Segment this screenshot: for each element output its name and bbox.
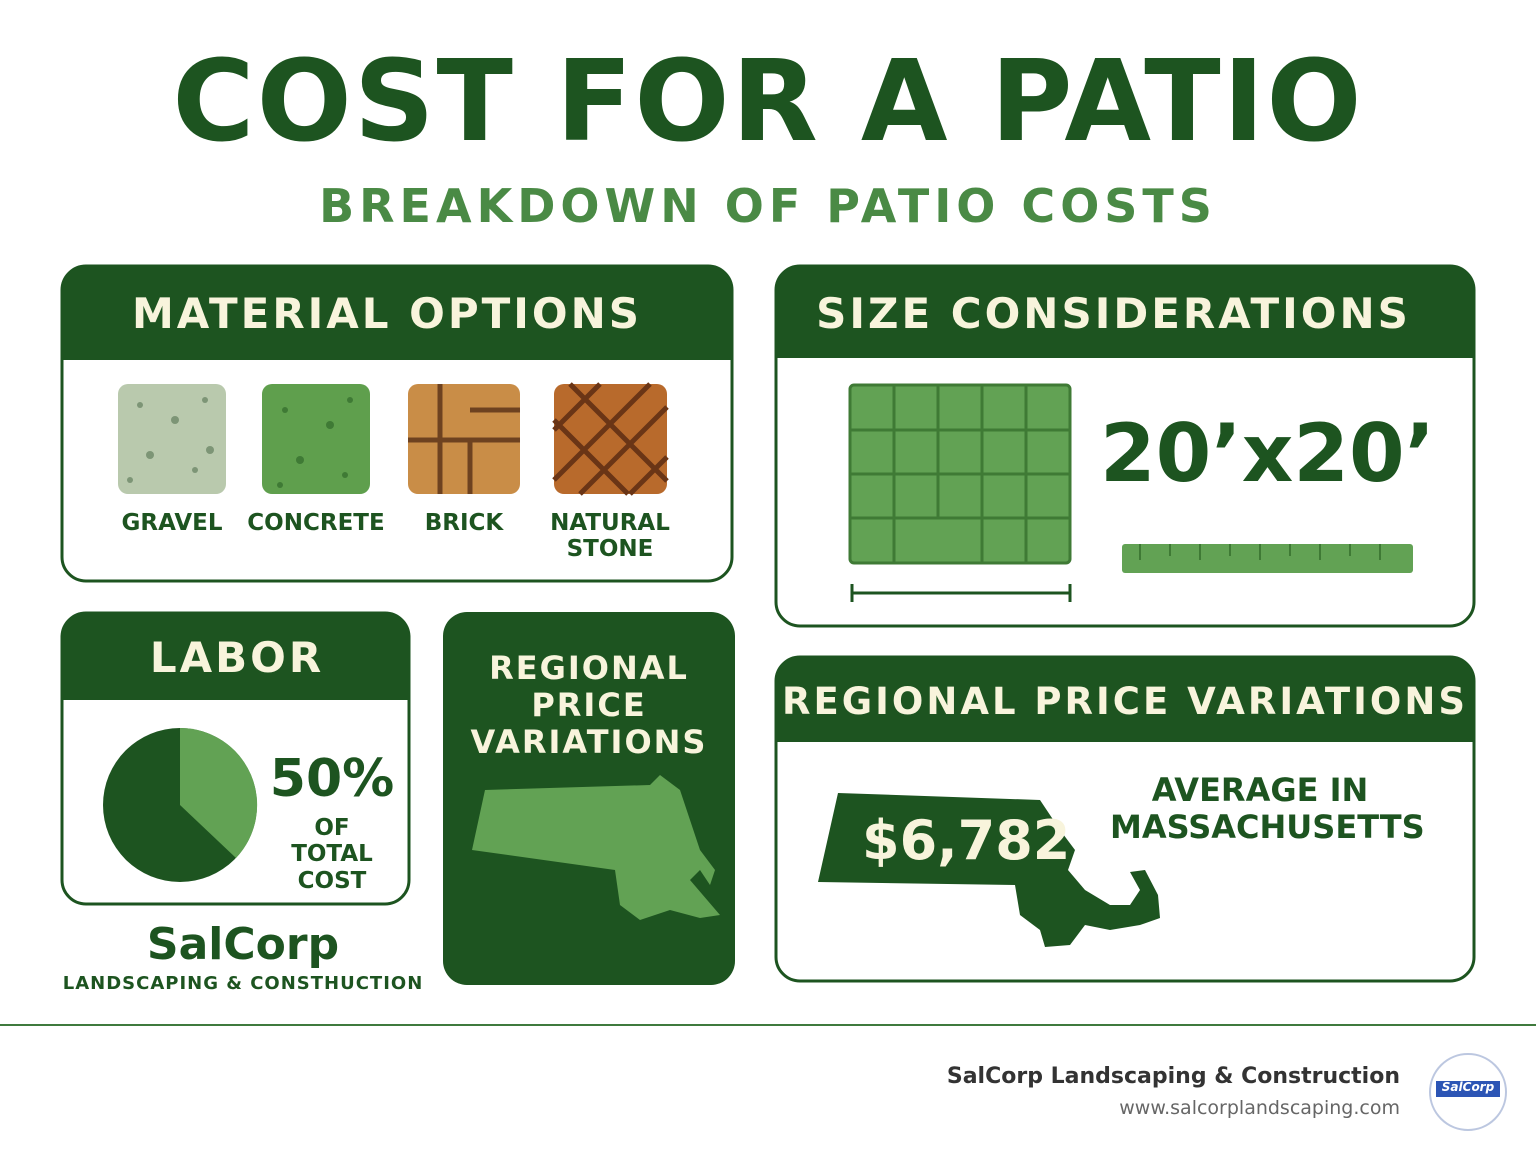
card-title: REGIONAL PRICE VARIATIONS [782, 680, 1468, 723]
stone-lines [552, 382, 669, 496]
concrete-swatch [262, 384, 370, 494]
logo-text: SalCorp [1441, 1080, 1495, 1094]
dimensions: 20’x20’ [1100, 407, 1436, 500]
concrete-texture [277, 397, 353, 488]
title: COST FOR A PATIO [172, 37, 1364, 167]
ruler [1122, 544, 1413, 573]
scale-bar [850, 584, 1072, 602]
ma-map-small [472, 775, 720, 920]
labor-header [62, 613, 409, 700]
footer-url: www.salcorplandscaping.com [1119, 1097, 1400, 1119]
material-label: NATURAL STONE [550, 510, 670, 563]
brick-lines [408, 384, 520, 494]
gravel-swatch [118, 384, 226, 494]
material-label: CONCRETE [247, 510, 385, 536]
subtitle: BREAKDOWN OF PATIO COSTS [319, 179, 1217, 233]
ruler-ticks [1139, 544, 1381, 560]
brand-name: SalCorp [146, 919, 340, 970]
stone-swatch [554, 384, 667, 494]
brand-tagline: LANDSCAPING & CONSTHUCTION [62, 973, 424, 994]
footer-company: SalCorp Landscaping & Construction [946, 1064, 1400, 1089]
labor-caption: OF TOTAL COST [291, 815, 373, 894]
material-label: GRAVEL [121, 510, 223, 536]
material-header [62, 266, 732, 360]
gravel-texture [127, 397, 214, 483]
price-header [776, 657, 1474, 742]
card-title: SIZE CONSIDERATIONS [816, 289, 1411, 338]
size-header [776, 266, 1474, 358]
card-title: REGIONAL PRICE VARIATIONS [470, 649, 708, 761]
price: $6,782 [862, 809, 1071, 872]
labor-percent: 50% [269, 749, 395, 809]
material-label: BRICK [424, 510, 504, 536]
logo-band [1436, 1081, 1500, 1097]
pie-slice [180, 727, 258, 858]
card-title: MATERIAL OPTIONS [131, 289, 643, 338]
grid-lines [850, 385, 1070, 563]
ma-map [818, 793, 1160, 947]
price-caption: AVERAGE IN MASSACHUSETTS [1110, 771, 1425, 846]
card-title: LABOR [149, 633, 325, 682]
